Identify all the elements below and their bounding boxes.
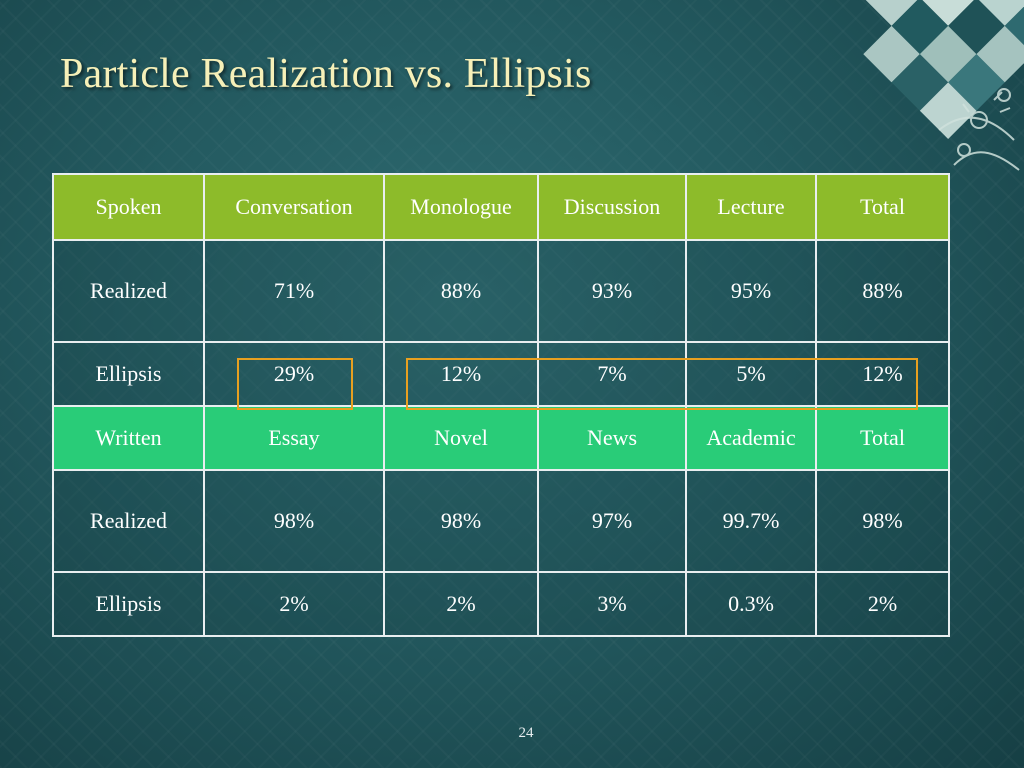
header-cell: Essay (203, 405, 385, 471)
table-cell: 99.7% (685, 469, 817, 573)
header-cell: Spoken (52, 173, 205, 241)
table-cell: 98% (815, 469, 950, 573)
row-label: Realized (52, 239, 205, 343)
header-cell: Conversation (203, 173, 385, 241)
table-cell: 2% (203, 571, 385, 637)
table-row: Ellipsis 2% 2% 3% 0.3% 2% (52, 571, 950, 637)
row-label: Ellipsis (52, 571, 205, 637)
table-cell: 3% (537, 571, 687, 637)
table-row: Ellipsis 29% 12% 7% 5% 12% (52, 341, 950, 407)
particle-table: Spoken Conversation Monologue Discussion… (52, 173, 950, 637)
header-cell: Lecture (685, 173, 817, 241)
slide-title: Particle Realization vs. Ellipsis (60, 51, 592, 97)
table-cell: 12% (383, 341, 539, 407)
table-header-spoken: Spoken Conversation Monologue Discussion… (52, 173, 950, 241)
table-cell: 2% (815, 571, 950, 637)
table-cell: 95% (685, 239, 817, 343)
table-cell: 5% (685, 341, 817, 407)
header-cell: Novel (383, 405, 539, 471)
table-cell: 2% (383, 571, 539, 637)
quilt-pattern-icon (863, 0, 1024, 171)
header-cell: Discussion (537, 173, 687, 241)
header-cell: Monologue (383, 173, 539, 241)
table-cell: 29% (203, 341, 385, 407)
table-cell: 98% (383, 469, 539, 573)
table-header-written: Written Essay Novel News Academic Total (52, 405, 950, 471)
header-cell: Total (815, 405, 950, 471)
table-cell: 88% (383, 239, 539, 343)
table-cell: 12% (815, 341, 950, 407)
table-cell: 98% (203, 469, 385, 573)
table-cell: 93% (537, 239, 687, 343)
header-cell: Total (815, 173, 950, 241)
page-number: 24 (518, 725, 534, 741)
header-cell: Academic (685, 405, 817, 471)
table-cell: 97% (537, 469, 687, 573)
table-cell: 0.3% (685, 571, 817, 637)
corner-decoration (764, 0, 1024, 190)
table-row: Realized 71% 88% 93% 95% 88% (52, 239, 950, 343)
table-cell: 7% (537, 341, 687, 407)
row-label: Ellipsis (52, 341, 205, 407)
table-cell: 88% (815, 239, 950, 343)
table-row: Realized 98% 98% 97% 99.7% 98% (52, 469, 950, 573)
header-cell: News (537, 405, 687, 471)
table-cell: 71% (203, 239, 385, 343)
header-cell: Written (52, 405, 205, 471)
row-label: Realized (52, 469, 205, 573)
